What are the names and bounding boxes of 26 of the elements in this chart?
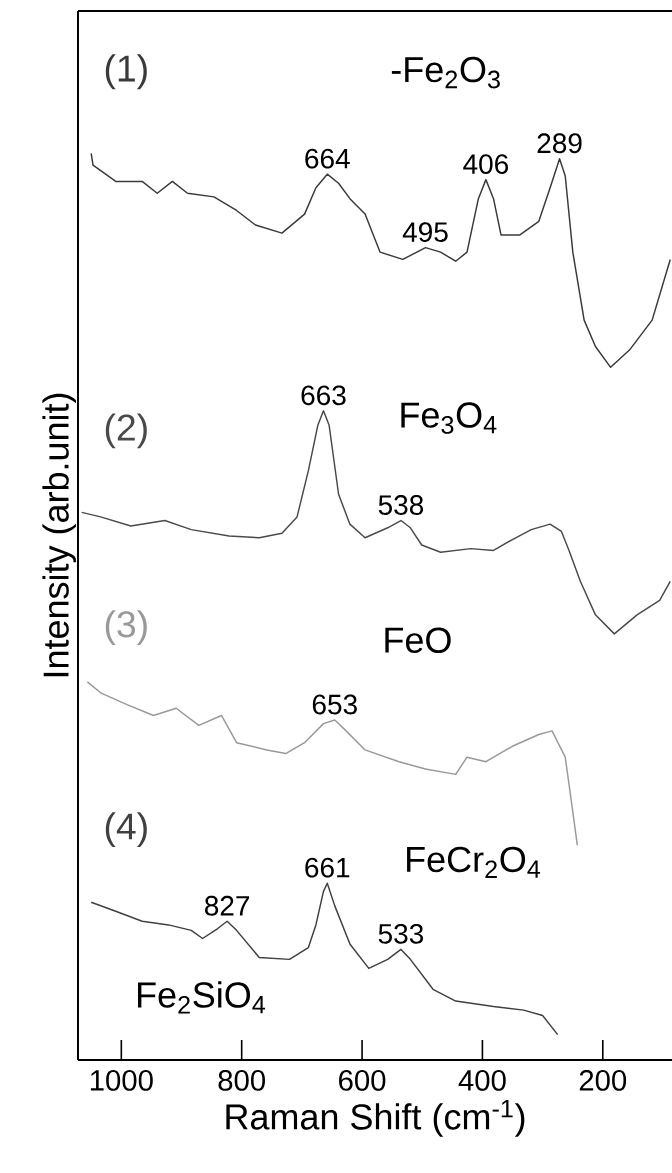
annotation: 664 bbox=[305, 148, 350, 169]
series-label: (1) bbox=[105, 54, 147, 90]
annotation: 827 bbox=[204, 895, 250, 916]
x-tick-label: 200 bbox=[579, 1070, 627, 1091]
annotation: 495 bbox=[402, 222, 448, 243]
y-axis-title: Intensity (arb.unit) bbox=[42, 393, 76, 677]
annotation: 538 bbox=[378, 495, 424, 515]
series-label: (4) bbox=[105, 812, 147, 848]
x-tick-label: 400 bbox=[458, 1070, 506, 1091]
annotation: Fe$_{2}$SiO$_{4}$ bbox=[138, 981, 266, 1014]
annotation: Fe$_{3}$O$_{4}$ bbox=[401, 402, 497, 434]
annotation: FeO bbox=[385, 627, 451, 653]
series-label: (2) bbox=[105, 413, 147, 449]
x-tick-label: 600 bbox=[339, 1070, 386, 1091]
annotation: 653 bbox=[312, 694, 357, 715]
annotation: 289 bbox=[537, 133, 582, 154]
x-tick-label: 800 bbox=[218, 1070, 265, 1091]
x-axis-title: Raman Shift (cm$^{-1}$) bbox=[226, 1099, 525, 1137]
text: -Fe$_{2}$O$_{3}$ bbox=[391, 56, 500, 89]
annotation: 663 bbox=[301, 385, 346, 406]
annotation: FeCr$_{2}$O$_{4}$ bbox=[407, 846, 541, 878]
annotation: 406 bbox=[463, 154, 509, 175]
annotation: 661 bbox=[305, 857, 350, 878]
series-label: (3) bbox=[105, 610, 147, 645]
x-tick-label: 1000 bbox=[90, 1070, 153, 1091]
annotation: 533 bbox=[378, 923, 424, 944]
